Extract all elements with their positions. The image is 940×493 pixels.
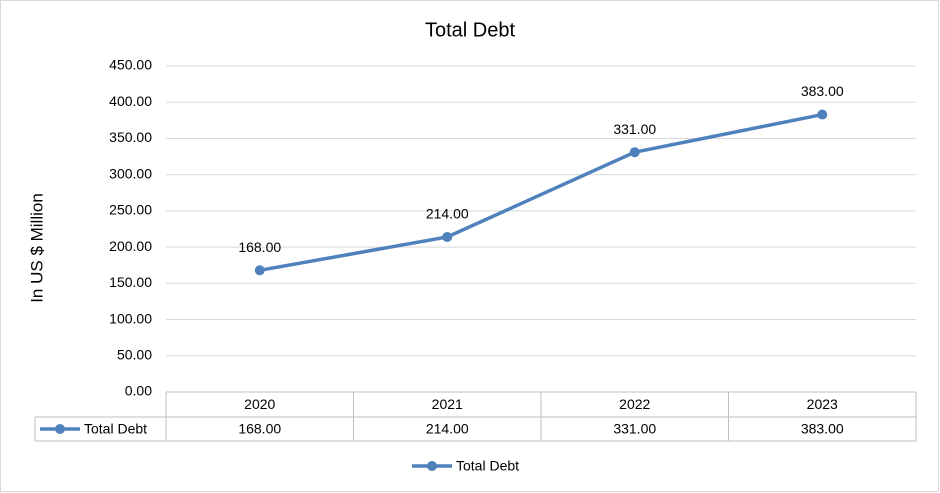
y-axis-label: In US $ Million — [27, 193, 46, 303]
x-tick-label: 2022 — [619, 396, 650, 412]
data-label: 168.00 — [238, 239, 281, 255]
marker — [254, 265, 265, 276]
y-tick-label: 0.00 — [125, 383, 152, 399]
table-value: 214.00 — [426, 421, 469, 437]
y-tick-label: 250.00 — [109, 202, 152, 218]
y-tick-label: 300.00 — [109, 165, 152, 181]
x-tick-label: 2020 — [244, 396, 275, 412]
y-tick-label: 150.00 — [109, 274, 152, 290]
marker — [817, 109, 828, 120]
y-tick-label: 200.00 — [109, 238, 152, 254]
y-tick-label: 450.00 — [109, 57, 152, 73]
legend-label: Total Debt — [456, 458, 519, 474]
marker — [629, 147, 640, 158]
y-tick-label: 350.00 — [109, 129, 152, 145]
marker — [442, 231, 453, 242]
table-value: 168.00 — [238, 421, 281, 437]
table-value: 383.00 — [801, 421, 844, 437]
table-legend-key — [55, 424, 65, 434]
x-tick-label: 2021 — [432, 396, 463, 412]
table-series-name: Total Debt — [84, 421, 147, 437]
x-tick-label: 2023 — [807, 396, 838, 412]
data-label: 383.00 — [801, 83, 844, 99]
chart-title: Total Debt — [425, 19, 515, 41]
data-label: 214.00 — [426, 206, 469, 222]
y-tick-label: 50.00 — [117, 346, 152, 362]
table-value: 331.00 — [613, 421, 656, 437]
y-tick-label: 100.00 — [109, 310, 152, 326]
y-tick-label: 400.00 — [109, 93, 152, 109]
line — [259, 112, 823, 273]
data-label: 331.00 — [613, 121, 656, 137]
legend-key — [427, 461, 437, 471]
